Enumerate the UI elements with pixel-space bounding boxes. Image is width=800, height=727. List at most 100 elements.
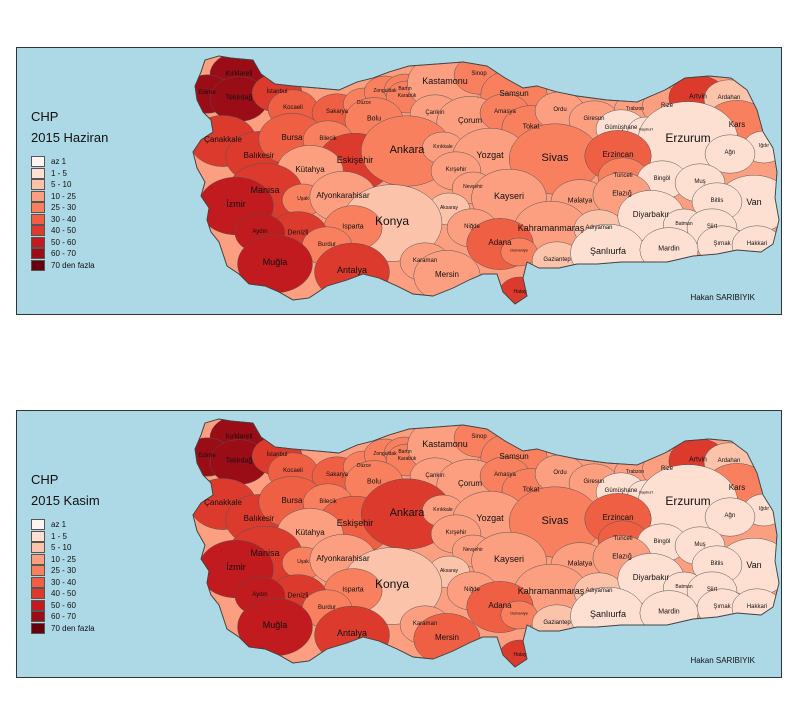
province-label: Samsun: [499, 89, 528, 98]
province-label: Kırıkkale: [433, 507, 453, 513]
province-label: Adana: [488, 601, 512, 610]
province-label: Giresun: [583, 116, 604, 122]
legend-swatch: [31, 259, 45, 271]
province-label: Ordu: [553, 107, 566, 113]
legend-label: 10 - 25: [51, 554, 76, 564]
province-label: Malatya: [568, 197, 593, 204]
province-label: Karabük: [398, 93, 417, 99]
province-label: Aydın: [252, 229, 267, 235]
province-label: Kars: [729, 120, 745, 129]
legend-entry: 40 - 50: [31, 588, 95, 600]
province-label: Erzincan: [602, 513, 633, 522]
province-label: Erzurum: [665, 494, 710, 508]
province-label: Elazığ: [612, 190, 632, 197]
province-label: Ordu: [553, 470, 566, 476]
province-label: İstanbul: [266, 88, 287, 95]
province-label: Sakarya: [326, 109, 349, 115]
legend-entry: 1 - 5: [31, 167, 95, 180]
province-map: Kırklareli Edirne Tekirdağ İstanbul Kocaeli S…: [192, 418, 780, 668]
province-label: Hakkari: [747, 604, 767, 610]
province-label: Tokat: [523, 123, 540, 130]
province-label: Kahramanmaraş: [518, 223, 585, 233]
province-map: Kırklareli Edirne Tekirdağ İstanbul Kocaeli S…: [192, 55, 780, 305]
legend-label: 30 - 40: [51, 577, 76, 587]
province-label: Antalya: [337, 628, 367, 638]
province-label: Aydın: [252, 592, 267, 598]
province-label: Sakarya: [326, 472, 349, 478]
province-label: Balıkesir: [244, 514, 275, 523]
legend-swatch: [31, 530, 45, 542]
province-label: Zonguldak: [373, 451, 397, 457]
province-label: Bilecik: [319, 499, 337, 505]
legend-label: 1 - 5: [51, 531, 68, 541]
province-label: Kırşehir: [446, 167, 467, 173]
legend-swatch: [31, 588, 45, 600]
province-label: Mersin: [435, 270, 459, 279]
legend-entry: 1 - 5: [31, 530, 95, 543]
province-label: Artvin: [689, 456, 707, 463]
province-label: Manisa: [250, 185, 279, 195]
map-title-party: CHP: [31, 472, 59, 487]
province-label: Muğla: [263, 620, 288, 630]
legend-label: 10 - 25: [51, 191, 76, 201]
province-label: Niğde: [464, 587, 480, 593]
province-label: Şanlıurfa: [590, 246, 626, 256]
province-label: Giresun: [583, 479, 604, 485]
province-label: Ankara: [390, 144, 426, 156]
province-label: Isparta: [342, 586, 364, 593]
province-label: Sivas: [542, 152, 569, 164]
province-label: Gümüşhane: [605, 125, 638, 131]
province-label: Van: [746, 197, 761, 207]
province-label: Sinop: [471, 434, 487, 440]
province-label: Düzce: [357, 100, 371, 106]
legend-entry: 60 - 70: [31, 248, 95, 260]
province-label: Zonguldak: [373, 88, 397, 94]
province-label: Ardahan: [718, 458, 741, 464]
province-label: Rize: [661, 466, 674, 472]
legend-label: 5 - 10: [51, 180, 72, 190]
legend-label: 25 - 30: [51, 203, 76, 213]
province-label: Amasya: [494, 109, 516, 115]
province-label: Erzurum: [665, 131, 710, 145]
province-fills: [193, 419, 779, 667]
province-label: Kırıkkale: [433, 144, 453, 150]
province-label: Muş: [694, 542, 705, 548]
province-label: Gümüşhane: [605, 488, 638, 494]
legend-swatch: [31, 599, 45, 611]
province-label: Trabzon: [626, 469, 644, 475]
legend-swatch: [31, 565, 45, 577]
province-label: Karabük: [398, 456, 417, 462]
legend-label: 30 - 40: [51, 214, 76, 224]
legend-label: 70 den fazla: [51, 623, 95, 633]
province-label: Adıyaman: [585, 588, 612, 594]
province-label: Bartın: [398, 449, 412, 455]
province-label: Bilecik: [319, 136, 337, 142]
province-label: Batman: [675, 584, 692, 590]
legend-swatch: [31, 225, 45, 237]
legend-label: 50 - 60: [51, 600, 76, 610]
province-label: Bayburt: [639, 126, 654, 131]
province-label: Elazığ: [612, 553, 632, 560]
legend-swatch: [31, 213, 45, 225]
province-label: Bolu: [367, 115, 381, 122]
province-label: Karaman: [413, 621, 437, 627]
province-label: Sinop: [471, 71, 487, 77]
legend-entry: 40 - 50: [31, 225, 95, 237]
legend-entry: 5 - 10: [31, 179, 95, 191]
province-label: Ardahan: [718, 95, 741, 101]
province-label: Adana: [488, 238, 512, 247]
province-label: Edirne: [198, 90, 216, 96]
legend-swatch: [31, 553, 45, 565]
province-label: Tunceli: [613, 536, 632, 542]
province-label: Bitlis: [711, 198, 724, 204]
legend-label: 60 - 70: [51, 249, 76, 259]
province-label: Burdur: [318, 605, 336, 611]
legend-swatch: [31, 202, 45, 214]
province-label: Kocaeli: [283, 105, 303, 111]
province-label: Afyonkarahisar: [316, 554, 370, 563]
province-label: Mardin: [658, 245, 680, 252]
province-label: Kütahya: [295, 165, 325, 174]
province-label: Çorum: [458, 479, 482, 488]
province-label: Malatya: [568, 560, 593, 567]
legend-swatch: [31, 248, 45, 260]
